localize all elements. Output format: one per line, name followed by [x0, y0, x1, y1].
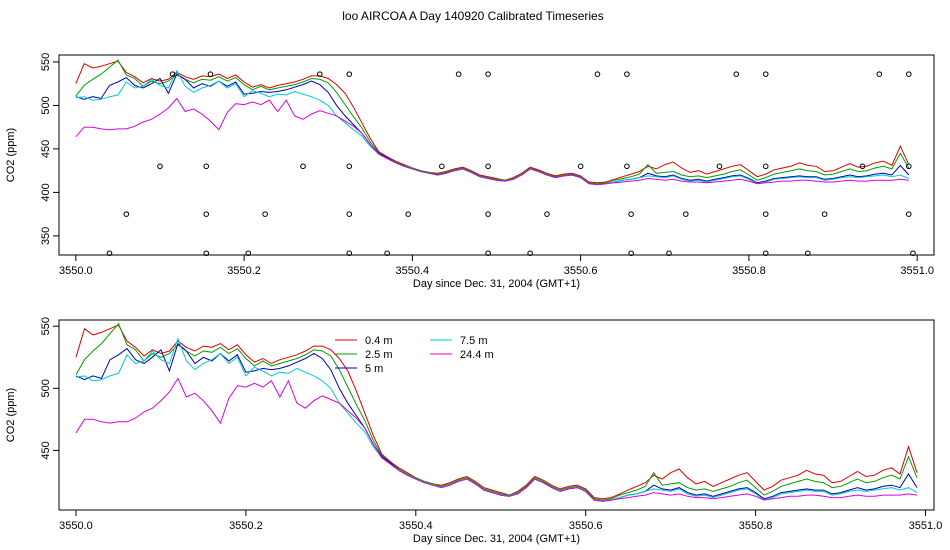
data-point-marker — [666, 250, 672, 257]
x-tick-label: 3550.8 — [739, 520, 773, 532]
data-point-marker — [624, 163, 630, 170]
data-point-marker — [123, 211, 130, 217]
data-point-marker — [439, 163, 445, 170]
x-tick-label: 3550.8 — [732, 265, 766, 277]
x-tick-label: 3550.2 — [229, 520, 263, 532]
data-point-marker — [169, 71, 176, 77]
data-point-marker — [624, 71, 630, 77]
data-point-marker — [628, 211, 634, 217]
data-point-marker — [106, 250, 113, 257]
data-point-marker — [485, 71, 491, 77]
series-line-0 — [75, 60, 910, 184]
series-line-4 — [75, 97, 909, 186]
plot-frame — [58, 319, 935, 511]
data-point-marker — [762, 163, 769, 170]
x-tick-label: 3551.0 — [909, 520, 943, 532]
data-point-marker — [859, 163, 866, 170]
legend-label: 24.4 m — [460, 349, 494, 361]
data-point-marker — [157, 163, 163, 170]
data-point-marker — [683, 211, 689, 217]
data-point-marker — [384, 250, 390, 257]
data-point-marker — [716, 163, 723, 170]
data-point-marker — [485, 250, 491, 257]
y-axis-label: CO2 (ppm) — [5, 128, 17, 182]
series-line-4 — [75, 377, 918, 502]
data-point-marker — [876, 71, 883, 77]
data-point-marker — [762, 211, 769, 217]
legend-label: 0.4 m — [365, 335, 393, 347]
data-point-marker — [346, 250, 353, 257]
data-point-marker — [594, 71, 601, 77]
data-point-marker — [485, 163, 491, 170]
data-point-marker — [527, 250, 533, 257]
data-point-marker — [317, 71, 323, 77]
y-tick-label: 500 — [40, 379, 52, 397]
data-point-marker — [207, 71, 214, 77]
y-tick-label: 550 — [40, 53, 52, 71]
data-point-marker — [203, 211, 210, 217]
data-point-marker — [245, 250, 252, 257]
data-point-marker — [733, 71, 740, 77]
data-point-marker — [821, 211, 828, 217]
x-tick-label: 3550.4 — [399, 520, 433, 532]
data-point-marker — [905, 71, 912, 77]
legend-label: 2.5 m — [365, 349, 393, 361]
data-point-marker — [346, 163, 353, 170]
y-tick-label: 450 — [40, 441, 52, 459]
bottom-panel: 3550.0 3550.2 3550.4 3550.6 3550.8 3551.0 450 5… — [5, 317, 942, 545]
data-point-marker — [485, 211, 491, 217]
x-axis-label: Day since Dec. 31, 2004 (GMT+1) — [413, 533, 580, 545]
x-tick-label: 3551.0 — [900, 265, 934, 277]
data-point-marker — [544, 211, 550, 217]
data-point-marker — [346, 211, 353, 217]
data-point-marker — [577, 163, 584, 170]
y-tick-label: 350 — [40, 227, 52, 245]
top-panel: 3550.0 3550.2 3550.4 3550.6 3550.8 3551.0 350 4… — [5, 53, 935, 290]
data-point-marker — [405, 211, 411, 217]
data-point-marker — [262, 211, 268, 217]
x-tick-label: 3550.6 — [569, 520, 603, 532]
legend-label: 7.5 m — [460, 335, 488, 347]
data-point-marker — [346, 71, 353, 77]
data-point-marker — [762, 250, 769, 257]
x-axis-label: Day since Dec. 31, 2004 (GMT+1) — [413, 278, 580, 290]
y-tick-label: 500 — [40, 96, 52, 114]
y-tick-label: 400 — [40, 183, 52, 201]
series-line-1 — [75, 322, 918, 501]
x-tick-label: 3550.2 — [227, 265, 261, 277]
data-point-marker — [804, 250, 811, 257]
x-tick-label: 3550.6 — [564, 265, 598, 277]
data-point-marker — [905, 163, 912, 170]
data-point-marker — [910, 250, 916, 257]
plot-frame — [58, 54, 935, 256]
series-line-1 — [75, 59, 910, 185]
data-point-marker — [203, 163, 210, 170]
y-tick-label: 450 — [40, 140, 52, 158]
x-tick-label: 3550.4 — [396, 265, 430, 277]
data-point-marker — [762, 71, 769, 77]
data-point-marker — [628, 250, 634, 257]
legend-label: 5 m — [365, 363, 383, 375]
data-point-marker — [905, 211, 912, 217]
data-point-marker — [203, 250, 210, 257]
x-tick-label: 3550.0 — [59, 265, 93, 277]
x-tick-label: 3550.0 — [59, 520, 93, 532]
series-line-0 — [75, 324, 918, 500]
figure-title: loo AIRCOA A Day 140920 Calibrated Times… — [342, 9, 603, 23]
y-axis-label: CO2 (ppm) — [5, 388, 17, 442]
y-tick-label: 550 — [40, 317, 52, 335]
data-point-marker — [300, 163, 306, 170]
data-point-marker — [455, 71, 462, 77]
